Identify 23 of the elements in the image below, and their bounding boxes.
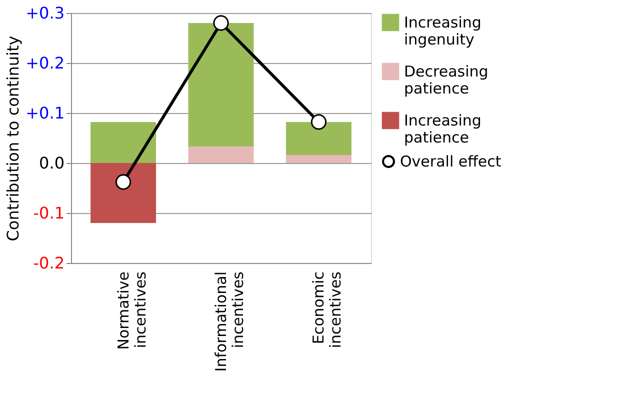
- x-tick-label: Informational incentives: [212, 271, 247, 372]
- bar: [286, 122, 352, 155]
- y-tick-label: +0.2: [26, 54, 64, 72]
- bar: [286, 155, 352, 163]
- point: [115, 174, 132, 190]
- x-tick-label: Economic incentives: [310, 271, 345, 348]
- bar: [188, 23, 254, 146]
- legend-label: Decreasing patience: [404, 62, 488, 98]
- bar: [90, 122, 156, 163]
- point: [213, 15, 229, 31]
- bar: [90, 163, 156, 223]
- y-tick-label: +0.1: [26, 104, 64, 122]
- x-tick-label: Normative incentives: [114, 271, 150, 350]
- y-tick-label: 0.0: [39, 154, 64, 172]
- y-tick-label: -0.2: [33, 254, 64, 272]
- legend-label: Increasing patience: [404, 112, 482, 146]
- y-axis-title: Contribution to continuity: [4, 36, 23, 242]
- point: [310, 114, 327, 130]
- legend-label: Overall effect: [400, 152, 502, 170]
- y-tick-label: +0.3: [26, 4, 64, 22]
- y-tick-label: -0.1: [33, 204, 64, 222]
- legend-label: Increasing ingenuity: [404, 14, 482, 48]
- bar: [188, 146, 254, 163]
